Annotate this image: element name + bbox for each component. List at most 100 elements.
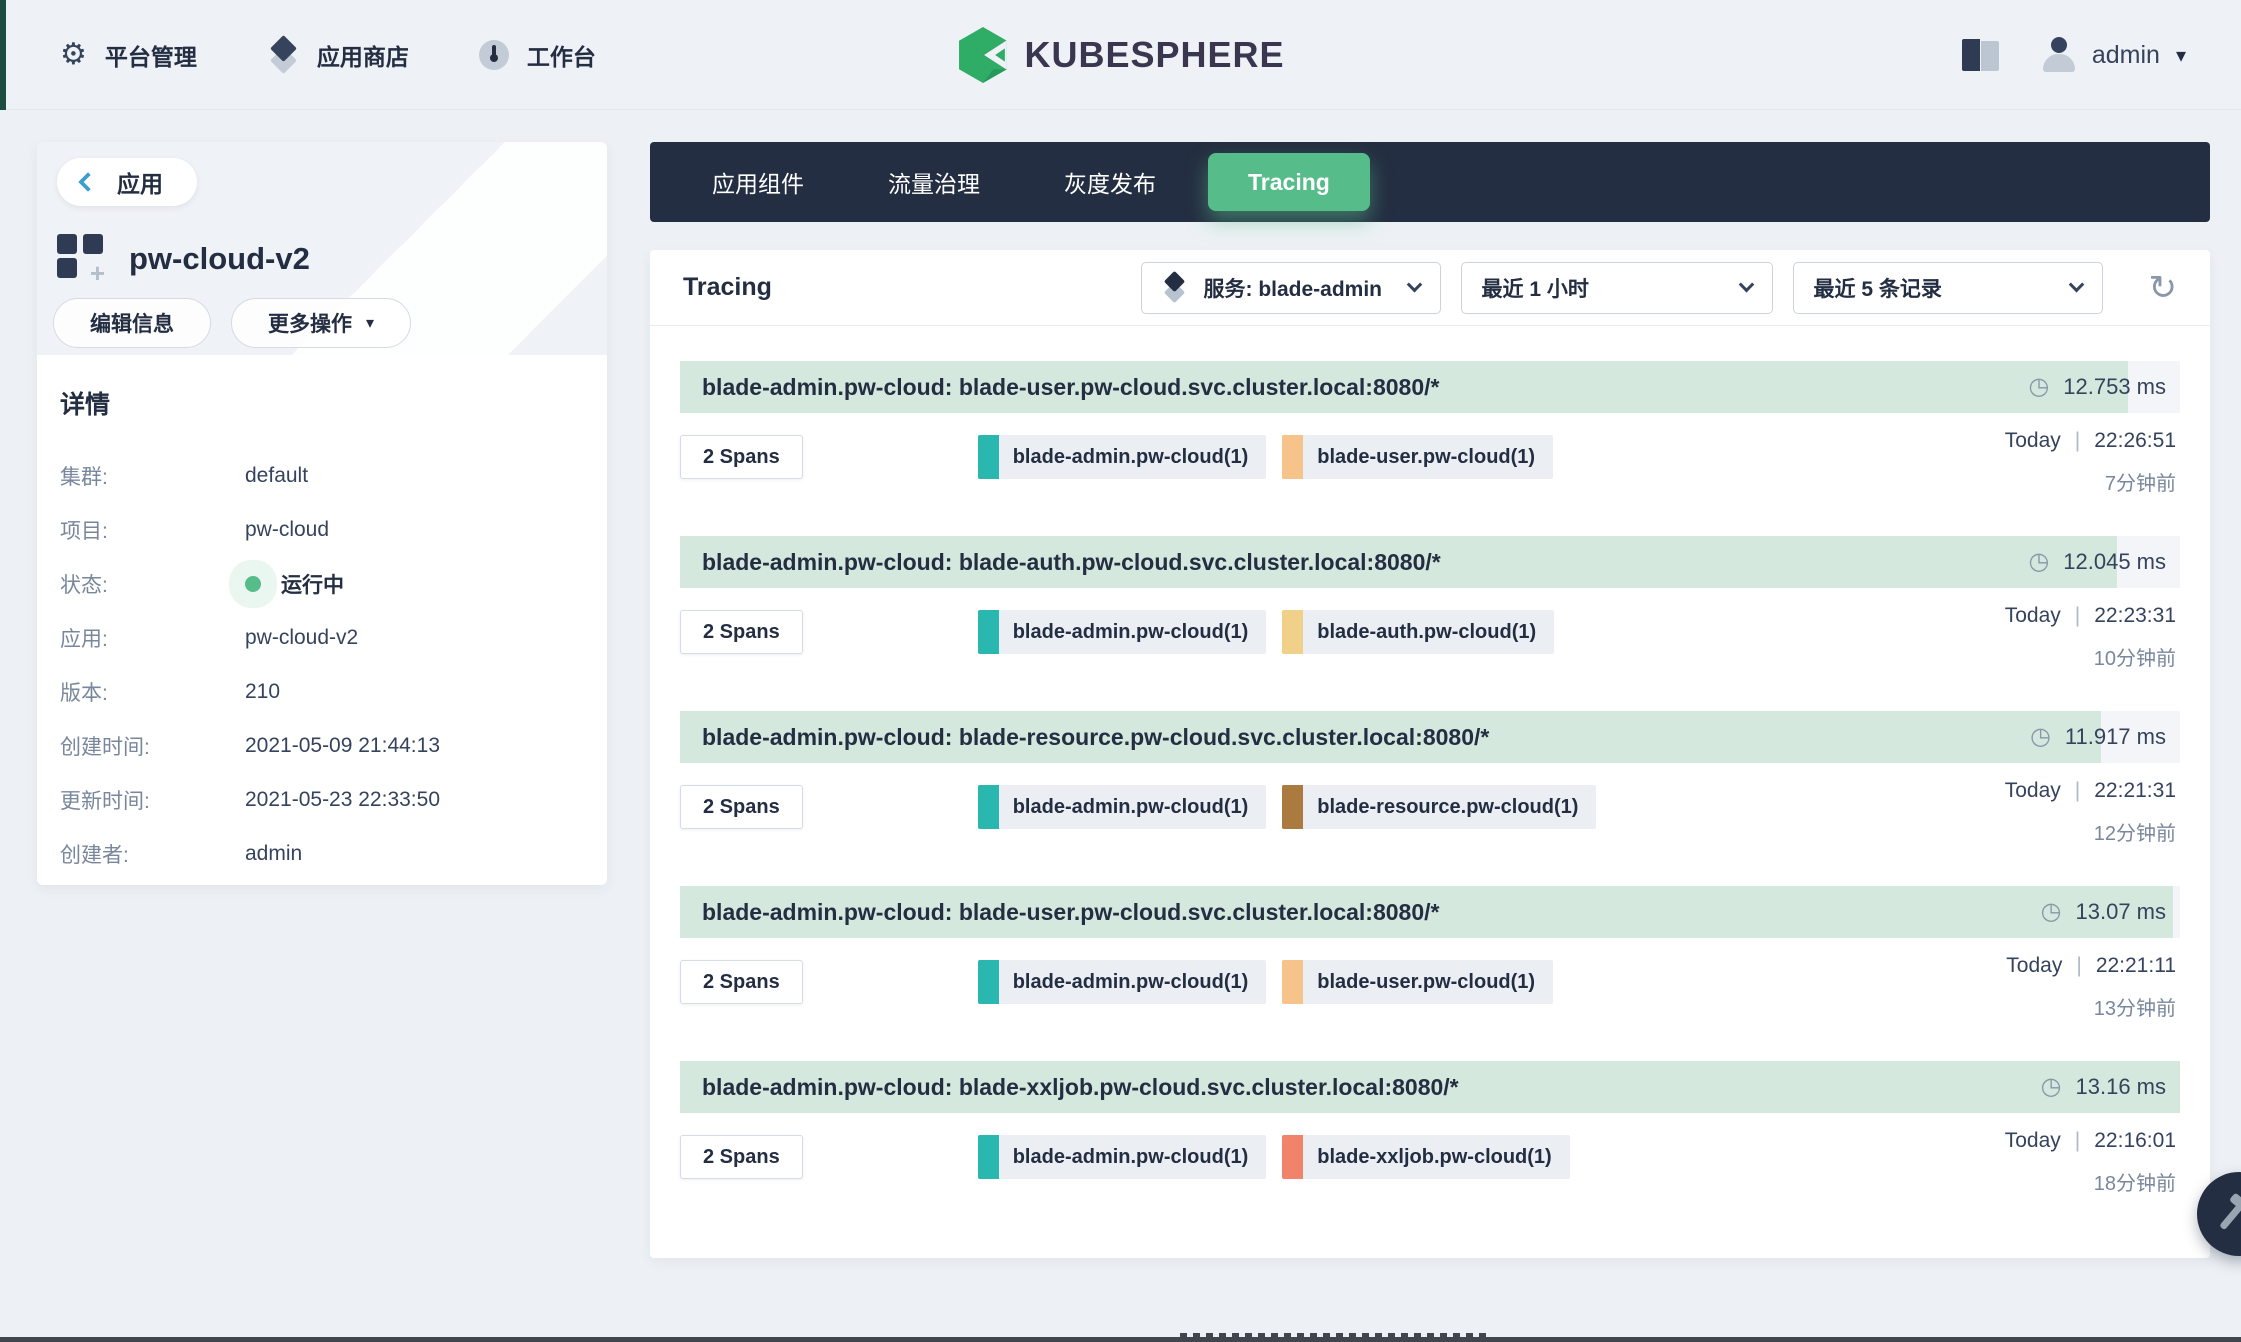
record-limit-select[interactable]: 最近 5 条记录	[1792, 261, 2103, 314]
detail-tabs: 应用组件 流量治理 灰度发布 Tracing	[650, 142, 2210, 222]
tab-traffic-management[interactable]: 流量治理	[888, 171, 980, 197]
back-button[interactable]: 应用	[57, 158, 197, 206]
trace-duration-bar[interactable]: blade-admin.pw-cloud: blade-auth.pw-clou…	[680, 536, 2180, 588]
service-chip[interactable]: blade-resource.pw-cloud(1)	[1282, 785, 1597, 829]
chevron-down-icon	[1406, 276, 1422, 293]
tab-grayscale-release[interactable]: 灰度发布	[1064, 171, 1156, 197]
tracing-filters: 服务: blade-admin 最近 1 小时 最近 5 条记录 ↻	[1140, 261, 2178, 314]
trace-title: blade-admin.pw-cloud: blade-resource.pw-…	[702, 723, 1490, 750]
service-chip[interactable]: blade-admin.pw-cloud(1)	[977, 1135, 1267, 1179]
status-dot-icon	[245, 576, 261, 592]
service-legend: blade-admin.pw-cloud(1) blade-auth.pw-cl…	[977, 610, 1555, 654]
kubesphere-logo[interactable]: KUBESPHERE	[956, 0, 1284, 110]
trace-duration-bar[interactable]: blade-admin.pw-cloud: blade-xxljob.pw-cl…	[680, 1061, 2180, 1113]
trace-title: blade-admin.pw-cloud: blade-auth.pw-clou…	[702, 548, 1441, 575]
service-color-swatch	[1282, 610, 1304, 654]
time-range-select[interactable]: 最近 1 小时	[1460, 261, 1773, 314]
trace-relative-time: 7分钟前	[2104, 473, 2176, 495]
spans-count-chip[interactable]: 2 Spans	[680, 610, 803, 654]
trace-relative-time: 18分钟前	[2093, 1173, 2176, 1195]
nav-label: 工作台	[526, 43, 596, 70]
trace-item[interactable]: blade-admin.pw-cloud: blade-auth.pw-clou…	[680, 536, 2180, 711]
detail-row-app: 应用: pw-cloud-v2	[60, 626, 359, 651]
service-legend: blade-admin.pw-cloud(1) blade-user.pw-cl…	[977, 435, 1554, 479]
detail-row-status: 状态: 运行中	[60, 565, 584, 603]
service-chip[interactable]: blade-admin.pw-cloud(1)	[977, 435, 1267, 479]
service-chip[interactable]: blade-auth.pw-cloud(1)	[1282, 610, 1555, 654]
service-color-swatch	[1282, 1135, 1304, 1179]
app-header: + pw-cloud-v2	[57, 234, 310, 286]
service-legend: blade-admin.pw-cloud(1) blade-xxljob.pw-…	[977, 1135, 1570, 1179]
service-legend: blade-admin.pw-cloud(1) blade-user.pw-cl…	[977, 960, 1554, 1004]
hammer-icon	[2205, 1186, 2241, 1242]
sidebar-actions: 编辑信息 更多操作 ▾	[53, 298, 412, 348]
service-color-swatch	[977, 435, 999, 479]
bottom-edge-strip	[0, 1337, 2241, 1342]
top-header: ⚙ 平台管理 应用商店 工作台 KUBESPHERE admin ▾	[0, 0, 2241, 110]
service-chip[interactable]: blade-user.pw-cloud(1)	[1282, 960, 1554, 1004]
more-actions-button[interactable]: 更多操作 ▾	[231, 298, 412, 348]
service-chip[interactable]: blade-xxljob.pw-cloud(1)	[1282, 1135, 1570, 1179]
trace-duration-fill	[680, 361, 2128, 413]
service-color-swatch	[1282, 960, 1304, 1004]
service-select[interactable]: 服务: blade-admin	[1140, 261, 1441, 314]
service-chip[interactable]: blade-admin.pw-cloud(1)	[977, 960, 1267, 1004]
kubesphere-logo-mark	[958, 27, 1007, 83]
username: admin	[2091, 40, 2160, 69]
nav-platform-management[interactable]: ⚙ 平台管理	[60, 38, 197, 72]
trace-relative-time: 13分钟前	[2093, 998, 2176, 1020]
refresh-icon[interactable]: ↻	[2148, 268, 2178, 307]
chevron-down-icon	[1738, 276, 1754, 293]
edit-info-button[interactable]: 编辑信息	[53, 298, 211, 348]
trace-duration-bar[interactable]: blade-admin.pw-cloud: blade-resource.pw-…	[680, 711, 2180, 763]
spans-count-chip[interactable]: 2 Spans	[680, 435, 803, 479]
service-chip[interactable]: blade-user.pw-cloud(1)	[1282, 435, 1554, 479]
service-chip[interactable]: blade-admin.pw-cloud(1)	[977, 785, 1267, 829]
nav-label: 应用商店	[316, 43, 409, 70]
trace-item[interactable]: blade-admin.pw-cloud: blade-xxljob.pw-cl…	[680, 1061, 2180, 1236]
service-color-swatch	[1282, 785, 1304, 829]
tab-tracing[interactable]: Tracing	[1208, 153, 1370, 211]
nav-app-store[interactable]: 应用商店	[267, 34, 409, 74]
trace-list: blade-admin.pw-cloud: blade-user.pw-clou…	[650, 326, 2210, 1236]
spans-count-chip[interactable]: 2 Spans	[680, 785, 803, 829]
tab-app-components[interactable]: 应用组件	[712, 171, 804, 197]
trace-duration-bar[interactable]: blade-admin.pw-cloud: blade-user.pw-clou…	[680, 886, 2180, 938]
trace-timestamp: Today | 22:23:31 10分钟前	[2004, 604, 2176, 670]
trace-duration-fill	[680, 711, 2101, 763]
trace-item[interactable]: blade-admin.pw-cloud: blade-resource.pw-…	[680, 711, 2180, 886]
trace-title: blade-admin.pw-cloud: blade-xxljob.pw-cl…	[702, 1073, 1459, 1100]
trace-relative-time: 10分钟前	[2093, 648, 2176, 670]
nav-workbench[interactable]: 工作台	[478, 38, 596, 72]
detail-row-updated: 更新时间: 2021-05-23 22:33:50	[60, 788, 440, 813]
user-avatar-icon	[2042, 37, 2076, 73]
details-section: 详情 集群: default 项目: pw-cloud 状态: 运行中 应用: …	[37, 355, 607, 873]
spans-count-chip[interactable]: 2 Spans	[680, 1135, 803, 1179]
detail-row-version: 版本: 210	[60, 680, 281, 705]
chevron-down-icon: ▾	[2175, 44, 2186, 67]
service-chip[interactable]: blade-admin.pw-cloud(1)	[977, 610, 1267, 654]
spans-count-chip[interactable]: 2 Spans	[680, 960, 803, 1004]
docs-icon[interactable]	[1961, 39, 2002, 71]
chevron-down-icon	[2068, 276, 2084, 293]
trace-relative-time: 12分钟前	[2093, 823, 2176, 845]
service-color-swatch	[977, 960, 999, 1004]
trace-duration: 13.07 ms	[2075, 899, 2167, 924]
trace-duration: 12.045 ms	[2063, 549, 2166, 574]
trace-item[interactable]: blade-admin.pw-cloud: blade-user.pw-clou…	[680, 886, 2180, 1061]
trace-item[interactable]: blade-admin.pw-cloud: blade-user.pw-clou…	[680, 361, 2180, 536]
user-menu[interactable]: admin ▾	[2042, 37, 2186, 73]
status-badge: 运行中	[245, 569, 344, 599]
detail-row-creator: 创建者: admin	[60, 842, 303, 867]
app-detail-sidebar: 应用 + pw-cloud-v2 编辑信息 更多操作 ▾ 详情 集群: defa…	[37, 142, 607, 885]
appstore-icon	[267, 34, 299, 74]
workbench-icon	[478, 39, 509, 70]
trace-timestamp: Today | 22:26:51 7分钟前	[2004, 429, 2176, 495]
trace-duration-bar[interactable]: blade-admin.pw-cloud: blade-user.pw-clou…	[680, 361, 2180, 413]
edit-info-label: 编辑信息	[90, 313, 174, 336]
trace-duration: 13.16 ms	[2075, 1074, 2167, 1099]
left-edge-strip	[0, 0, 6, 110]
trace-duration: 11.917 ms	[2064, 724, 2166, 749]
tracing-header: Tracing 服务: blade-admin 最近 1 小时 最近 5 条记录…	[650, 250, 2210, 326]
header-right: admin ▾	[1961, 0, 2186, 110]
